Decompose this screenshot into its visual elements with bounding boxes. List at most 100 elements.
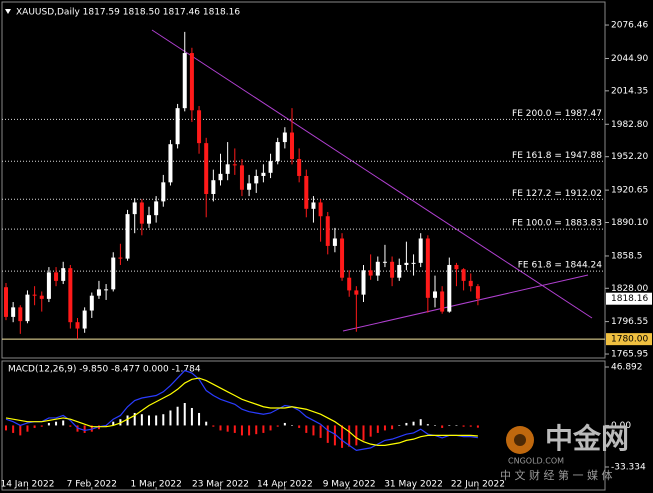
histogram-bar xyxy=(319,425,322,438)
histogram-bar xyxy=(240,425,243,436)
candle-body xyxy=(447,264,452,312)
histogram-bar xyxy=(226,425,229,432)
histogram-bar xyxy=(426,424,429,426)
histogram-bar xyxy=(183,403,186,426)
candle-body xyxy=(475,286,480,299)
candle-body xyxy=(282,132,287,143)
histogram-bar xyxy=(462,425,465,427)
candle-body xyxy=(189,53,194,111)
histogram-bar xyxy=(283,422,286,426)
candle-body xyxy=(54,272,59,281)
x-tick-label: 31 May 2022 xyxy=(384,480,443,490)
histogram-bar xyxy=(219,425,222,431)
candle-body xyxy=(4,287,8,317)
histogram-bar xyxy=(276,425,279,427)
histogram-bar xyxy=(190,407,193,426)
candle-body xyxy=(261,172,266,176)
y-tick-label: 1890.10 xyxy=(611,218,648,228)
candle-body xyxy=(82,310,87,329)
histogram-bar xyxy=(412,421,415,426)
histogram-bar xyxy=(40,425,43,427)
candle-body xyxy=(425,238,430,298)
histogram-bar xyxy=(448,425,451,426)
candle-body xyxy=(297,159,302,176)
histogram-bar xyxy=(62,420,65,426)
histogram-bar xyxy=(376,425,379,433)
y-tick-label: 1920.65 xyxy=(611,186,648,196)
candle-body xyxy=(175,108,180,145)
fe-label: FE 100.0 = 1883.83 xyxy=(512,219,602,229)
candle-body xyxy=(390,261,395,278)
trend-line xyxy=(342,274,589,332)
candle-body xyxy=(440,291,445,312)
histogram-bar xyxy=(140,414,143,426)
candle-body xyxy=(382,261,387,263)
histogram-bar xyxy=(176,406,179,426)
current-price: 1818.16 xyxy=(611,294,648,304)
histogram-bar xyxy=(333,425,336,446)
y-tick-label: 46.892 xyxy=(611,362,643,372)
y-tick-label: 1796.55 xyxy=(611,317,648,327)
histogram-bar xyxy=(212,425,215,427)
candle-body xyxy=(340,238,345,278)
collapse-icon[interactable] xyxy=(5,9,11,14)
candle-body xyxy=(404,262,409,265)
histogram-bar xyxy=(5,425,7,431)
histogram-bar xyxy=(126,415,129,426)
y-tick-label: 1858.5 xyxy=(611,251,643,261)
histogram-bar xyxy=(133,412,136,426)
y-tick-label: 1982.80 xyxy=(611,120,648,130)
histogram-bar xyxy=(476,425,479,428)
candle-body xyxy=(468,280,473,287)
histogram-bar xyxy=(398,425,401,426)
y-tick-label: 1828.00 xyxy=(611,284,648,294)
y-tick-label: 0.00 xyxy=(611,421,631,431)
x-tick-label: 23 Mar 2022 xyxy=(192,480,249,490)
fe-label: FE 61.8 = 1844.24 xyxy=(518,261,603,271)
histogram-bar xyxy=(434,425,436,426)
x-tick-label: 14 Apr 2022 xyxy=(257,480,313,490)
candle-body xyxy=(25,294,30,322)
price-box xyxy=(606,292,652,305)
candle-body xyxy=(204,143,209,194)
candle-body xyxy=(418,238,423,263)
histogram-bar xyxy=(341,425,344,448)
histogram-bar xyxy=(33,425,36,428)
histogram-bar xyxy=(405,422,408,426)
watermark-text: 中金网 xyxy=(545,422,629,455)
candle-body xyxy=(61,268,66,281)
fe-label: FE 127.2 = 1912.02 xyxy=(512,189,602,199)
histogram-bar xyxy=(148,415,150,426)
histogram-bar xyxy=(262,425,265,433)
candle-body xyxy=(411,262,416,264)
candle-body xyxy=(132,202,137,215)
histogram-bar xyxy=(348,425,351,447)
candle-body xyxy=(154,201,159,216)
candle-body xyxy=(32,294,37,296)
histogram-bar xyxy=(298,425,301,428)
x-tick-label: 14 Jan 2022 xyxy=(0,480,54,490)
histogram-bar xyxy=(326,425,329,443)
candle-body xyxy=(368,270,373,276)
candle-body xyxy=(268,161,273,173)
candle-body xyxy=(96,289,101,296)
histogram-bar xyxy=(362,425,365,441)
histogram-bar xyxy=(55,421,58,426)
candle-body xyxy=(275,142,280,162)
macd-line xyxy=(5,377,478,446)
candle-body xyxy=(118,257,123,259)
histogram-bar xyxy=(391,425,394,430)
candle-body xyxy=(125,214,130,259)
histogram-bar xyxy=(155,415,158,426)
candle-body xyxy=(325,216,330,246)
candle-body xyxy=(161,182,166,202)
histogram-bar xyxy=(255,425,258,435)
candle-body xyxy=(46,272,51,299)
histogram-bar xyxy=(419,419,422,426)
candle-body xyxy=(454,264,459,270)
x-tick-label: 22 Jun 2022 xyxy=(451,480,505,490)
watermark-logo xyxy=(514,434,526,446)
histogram-bar xyxy=(112,421,115,426)
candle-body xyxy=(218,173,223,181)
